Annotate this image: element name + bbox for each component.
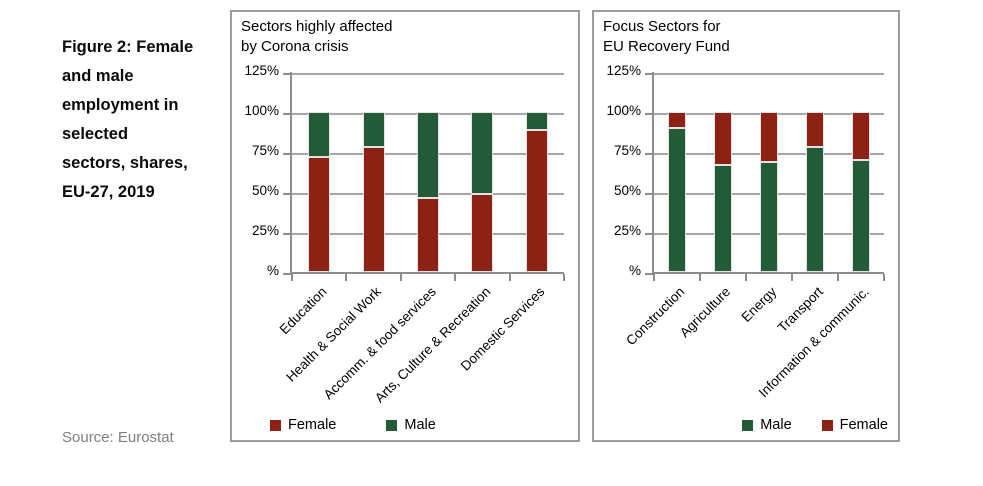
y-axis-tick (283, 73, 292, 75)
legend-swatch-male (386, 419, 398, 431)
x-axis-tick (791, 274, 793, 281)
x-axis-tick (699, 274, 701, 281)
x-axis-tick (837, 274, 839, 281)
bar (471, 112, 494, 272)
legend-item-male: Male (742, 417, 792, 433)
legend-label: Male (404, 417, 436, 433)
y-axis-tick (283, 193, 292, 195)
chart-title: Focus Sectors for EU Recovery Fund (603, 18, 730, 55)
x-axis-label: Construction (623, 284, 688, 349)
bar-segment-male (525, 112, 548, 130)
bar (806, 112, 824, 272)
bar (417, 112, 439, 272)
bar-segment-female (806, 112, 824, 148)
bar-segment-female (668, 112, 686, 128)
y-axis-tick (645, 233, 654, 235)
figure-caption: Figure 2: Female and male employment in … (62, 38, 194, 201)
bar (308, 112, 331, 272)
y-axis-label: % (266, 263, 279, 278)
x-axis-tick (345, 274, 348, 281)
legend-swatch-female (270, 419, 281, 431)
bar (362, 112, 385, 272)
y-axis-tick (645, 273, 654, 275)
legend-item-male: Male (386, 417, 436, 433)
y-axis-label: 125% (244, 63, 279, 78)
bar (714, 112, 732, 272)
x-axis-tick (399, 274, 402, 281)
x-axis-label: Accomm. & food services (320, 284, 439, 403)
gridline (654, 73, 884, 75)
bar-segment-female (362, 147, 385, 272)
chart-title: Sectors highly affected by Corona crisis (241, 18, 393, 55)
y-axis-label: 100% (244, 103, 279, 118)
x-axis-tick (508, 274, 511, 281)
plot-area: % 25% 50% 75% 100% 125% Education Health & Soci… (244, 63, 565, 405)
legend-item-female: Female (821, 417, 888, 433)
bar-segment-female (471, 193, 494, 272)
legend-label: Male (760, 417, 792, 433)
x-axis-tick (653, 274, 655, 281)
y-axis-label: 75% (613, 143, 641, 158)
bar-segment-male (760, 161, 778, 272)
legend: Male Female (604, 417, 888, 433)
bar-segment-male (806, 147, 824, 272)
bar-segment-male (852, 160, 870, 272)
bar-segment-male (308, 112, 331, 157)
x-axis-tick (745, 274, 747, 281)
y-axis-label: % (628, 263, 641, 278)
y-axis-tick (283, 113, 292, 115)
bar (852, 112, 870, 272)
bar (760, 112, 778, 272)
y-axis-tick (283, 153, 292, 155)
legend-label: Female (288, 417, 337, 433)
y-axis-label: 25% (251, 223, 279, 238)
gridline (292, 73, 564, 75)
y-axis-label: 125% (606, 63, 641, 78)
bar-segment-male (714, 164, 732, 272)
y-axis-label: 25% (613, 223, 641, 238)
chart-panel-recovery-sectors: Focus Sectors for EU Recovery Fund % 25% 5… (592, 10, 900, 442)
legend-label: Female (839, 417, 888, 433)
bar-segment-female (714, 112, 732, 165)
bar (668, 112, 686, 272)
bar-segment-male (417, 112, 439, 199)
legend-swatch-male (742, 419, 754, 431)
y-axis-label: 50% (251, 183, 279, 198)
y-axis-label: 100% (606, 103, 641, 118)
bar-segment-female (308, 156, 331, 272)
chart-panel-corona-sectors: Sectors highly affected by Corona crisis… (230, 10, 580, 442)
x-axis-tick (291, 274, 293, 281)
bar-segment-female (760, 112, 778, 162)
bar-segment-male (362, 112, 385, 148)
x-axis-tick (883, 274, 885, 281)
bar-segment-female (417, 198, 439, 272)
legend-item-female: Female (270, 417, 336, 433)
x-axis-label: Health & Social Work (283, 284, 385, 385)
plot-area: % 25% 50% 75% 100% 125% Construction Agricultur… (606, 63, 885, 400)
y-axis-tick (645, 113, 654, 115)
legend: Female Male (242, 417, 568, 433)
x-axis-tick (454, 274, 457, 281)
bar-segment-male (668, 128, 686, 272)
x-axis-label: Energy (738, 284, 780, 325)
bar (525, 112, 548, 272)
x-axis-tick (563, 274, 565, 281)
bar-segment-male (471, 112, 494, 194)
y-axis-tick (645, 73, 654, 75)
source-text: Source: Eurostat (62, 429, 174, 446)
bar-segment-female (525, 129, 548, 272)
bar-segment-female (852, 112, 870, 160)
y-axis-tick (645, 193, 654, 195)
x-axis-label: Education (276, 284, 330, 338)
y-axis-tick (283, 233, 292, 235)
y-axis-label: 50% (613, 183, 641, 198)
y-axis-tick (283, 273, 292, 275)
y-axis-tick (645, 153, 654, 155)
legend-swatch-female (821, 419, 833, 431)
y-axis-label: 75% (251, 143, 279, 158)
